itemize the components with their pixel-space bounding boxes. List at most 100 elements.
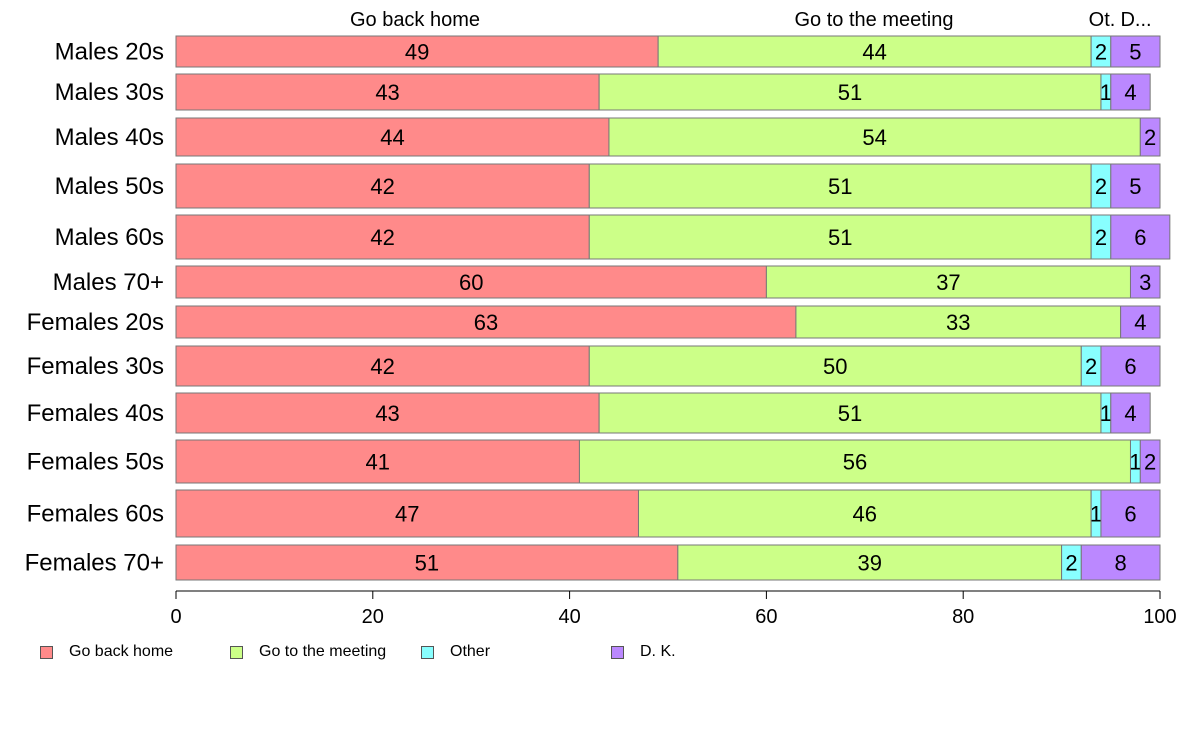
data-label: 63 [474, 310, 498, 335]
category-label: Females 40s [27, 400, 164, 427]
legend-item-go-to-the-meeting: Go to the meeting [230, 643, 386, 661]
bar-segment [175, 35, 659, 68]
bar-segment [175, 214, 590, 260]
data-label: 4 [1124, 80, 1136, 105]
data-label: 1 [1100, 401, 1112, 426]
bar-segment [175, 117, 610, 157]
data-label: 50 [823, 354, 847, 379]
data-label: 42 [370, 225, 394, 250]
data-label: 42 [370, 174, 394, 199]
category-label: Females 30s [27, 353, 164, 380]
data-label: 42 [370, 354, 394, 379]
bar-segment [1139, 117, 1161, 157]
x-tick-label: 20 [362, 606, 384, 628]
legend-swatch [230, 645, 243, 659]
category-label: Males 50s [55, 173, 164, 200]
data-label: 39 [857, 551, 881, 576]
top-series-label: Go to the meeting [795, 9, 954, 31]
category-label: Males 70+ [53, 269, 164, 296]
data-label: 2 [1095, 40, 1107, 65]
data-label: 4 [1124, 401, 1136, 426]
data-label: 51 [828, 174, 852, 199]
data-label: 33 [946, 310, 970, 335]
bar-segment [1139, 439, 1161, 484]
bar-segment [175, 73, 600, 111]
legend-label: D. K. [640, 643, 676, 660]
bar-segment [175, 305, 797, 339]
data-label: 2 [1144, 450, 1156, 475]
bar-segment [588, 345, 1082, 387]
legend-label: Go to the meeting [259, 643, 387, 660]
data-label: 60 [459, 270, 483, 295]
data-label: 44 [862, 40, 886, 65]
bar-segment [765, 265, 1131, 299]
top-series-label: Ot. [1089, 9, 1116, 31]
bar-segment [175, 265, 767, 299]
data-label: 41 [365, 450, 389, 475]
x-tick-label: 100 [1143, 606, 1176, 628]
data-label: 43 [375, 401, 399, 426]
legend-swatch [611, 645, 624, 659]
data-label: 46 [853, 502, 877, 527]
data-label: 51 [415, 551, 439, 576]
data-label: 51 [828, 225, 852, 250]
category-label: Females 20s [27, 309, 164, 336]
data-label: 5 [1129, 174, 1141, 199]
bar-segment [657, 35, 1092, 68]
legend: Go back home Go to the meeting Other D. … [0, 643, 1188, 673]
data-label: 6 [1124, 502, 1136, 527]
bar-segment [598, 73, 1102, 111]
data-label: 2 [1144, 125, 1156, 150]
bar-segment [1110, 35, 1161, 68]
data-label: 8 [1115, 551, 1127, 576]
data-label: 1 [1100, 80, 1112, 105]
bar-segment [1120, 305, 1161, 339]
data-label: 1 [1090, 502, 1102, 527]
data-label: 2 [1065, 551, 1077, 576]
bar-segment [1110, 73, 1151, 111]
category-label: Males 30s [55, 79, 164, 106]
data-label: 1 [1129, 450, 1141, 475]
bar-segment [677, 544, 1063, 581]
bar-segment [175, 544, 679, 581]
bar-segment [795, 305, 1122, 339]
x-tick-label: 0 [170, 606, 181, 628]
category-label: Males 40s [55, 124, 164, 151]
data-label: 6 [1134, 225, 1146, 250]
bar-segment [1129, 265, 1161, 299]
bar-segment [1100, 489, 1161, 538]
stacked-bar-chart: Go back home Go to the meeting Ot. D... Male… [25, 9, 1177, 628]
x-tick-label: 60 [755, 606, 777, 628]
legend-item-other: Other [421, 643, 490, 661]
legend-label: Other [450, 643, 491, 660]
category-label: Females 50s [27, 449, 164, 476]
data-label: 44 [380, 125, 404, 150]
bar-segment [175, 345, 590, 387]
data-label: 2 [1095, 225, 1107, 250]
data-label: 2 [1095, 174, 1107, 199]
bar-segment [1080, 544, 1161, 581]
bar-segment [608, 117, 1141, 157]
bar-segment [588, 163, 1092, 209]
bar-segment [1100, 345, 1161, 387]
data-label: 56 [843, 450, 867, 475]
data-label: 6 [1124, 354, 1136, 379]
data-label: 43 [375, 80, 399, 105]
data-label: 47 [395, 502, 419, 527]
legend-item-go-back-home: Go back home [40, 643, 173, 661]
category-label: Females 60s [27, 501, 164, 528]
data-label: 4 [1134, 310, 1146, 335]
bar-segment [175, 439, 580, 484]
category-label: Females 70+ [25, 550, 164, 577]
data-label: 54 [862, 125, 886, 150]
data-label: 49 [405, 40, 429, 65]
bar-segment [175, 392, 600, 434]
top-series-label: D... [1120, 9, 1151, 31]
data-label: 51 [838, 401, 862, 426]
data-label: 3 [1139, 270, 1151, 295]
x-tick-label: 40 [558, 606, 580, 628]
bar-segment [578, 439, 1131, 484]
data-label: 5 [1129, 40, 1141, 65]
top-series-label: Go back home [350, 9, 480, 31]
bar-segment [598, 392, 1102, 434]
